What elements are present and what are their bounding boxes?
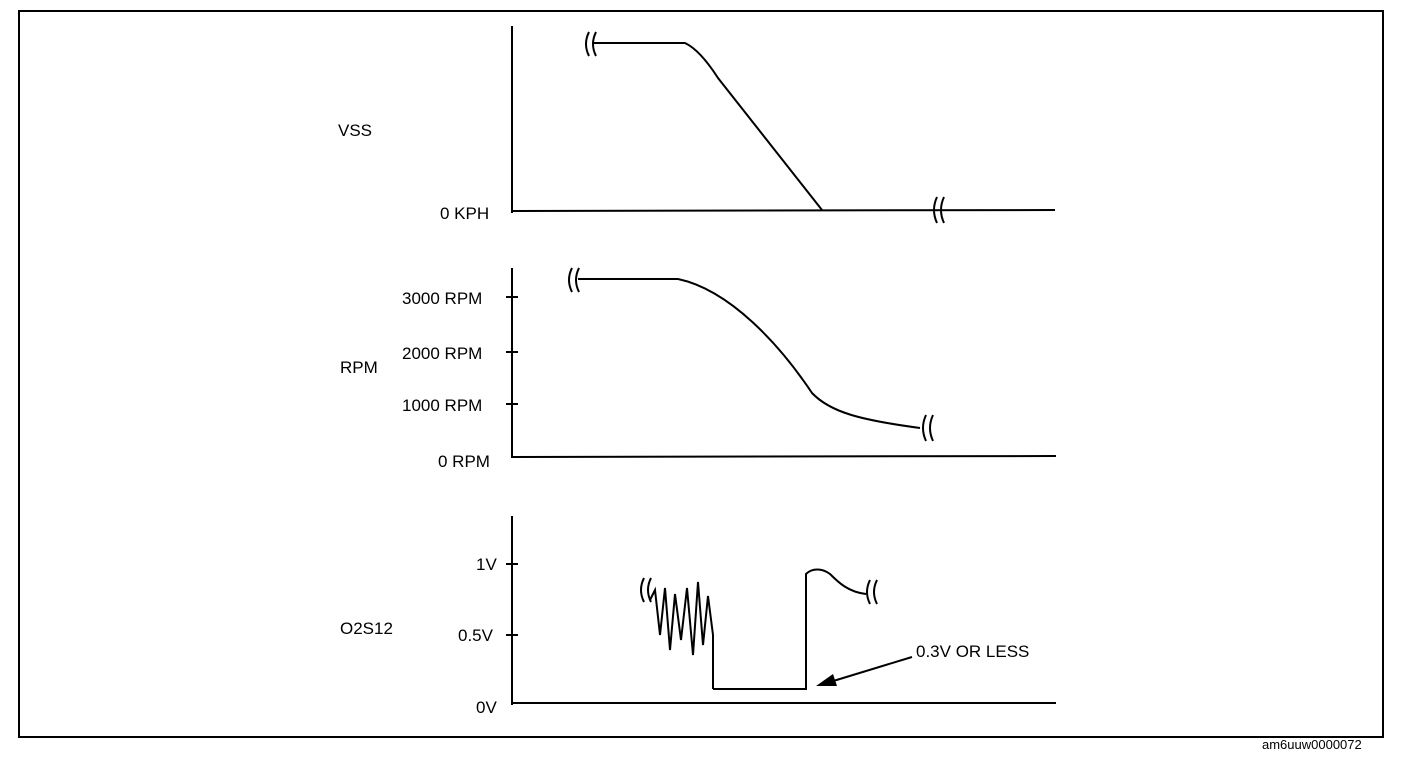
o2s-tick-label: 1V bbox=[476, 555, 497, 574]
rpm-break-start bbox=[568, 267, 580, 293]
annotation-arrowhead bbox=[816, 674, 837, 686]
vss-x-axis bbox=[511, 209, 1056, 212]
rpm-tick-label: 1000 RPM bbox=[402, 396, 482, 415]
o2s-oscillation bbox=[649, 581, 714, 689]
diagram-frame bbox=[18, 10, 1384, 738]
annotation-label: 0.3V OR LESS bbox=[916, 642, 1029, 661]
rpm-label: RPM bbox=[340, 358, 378, 377]
vss-zero-label: 0 KPH bbox=[440, 204, 489, 223]
annotation-arrow-line bbox=[829, 656, 913, 683]
rpm-tick-label: 0 RPM bbox=[438, 452, 490, 471]
rpm-tick-label: 3000 RPM bbox=[402, 289, 482, 308]
vss-break-start bbox=[585, 31, 597, 57]
rpm-trace bbox=[578, 278, 921, 429]
o2s-trace bbox=[713, 568, 867, 690]
vss-trace bbox=[592, 42, 823, 211]
vss-break-end bbox=[933, 196, 945, 224]
o2s-break-start bbox=[640, 577, 652, 603]
figure-code: am6uuw0000072 bbox=[1262, 737, 1362, 752]
o2s-tick-label: 0.5V bbox=[458, 626, 494, 645]
vss-label: VSS bbox=[338, 121, 372, 140]
o2s-tick-label: 0V bbox=[476, 698, 497, 717]
o2s-label: O2S12 bbox=[340, 619, 393, 638]
rpm-x-axis bbox=[511, 455, 1057, 458]
rpm-break-end bbox=[922, 414, 934, 442]
rpm-tick-label: 2000 RPM bbox=[402, 344, 482, 363]
o2s-break-end bbox=[866, 579, 878, 605]
